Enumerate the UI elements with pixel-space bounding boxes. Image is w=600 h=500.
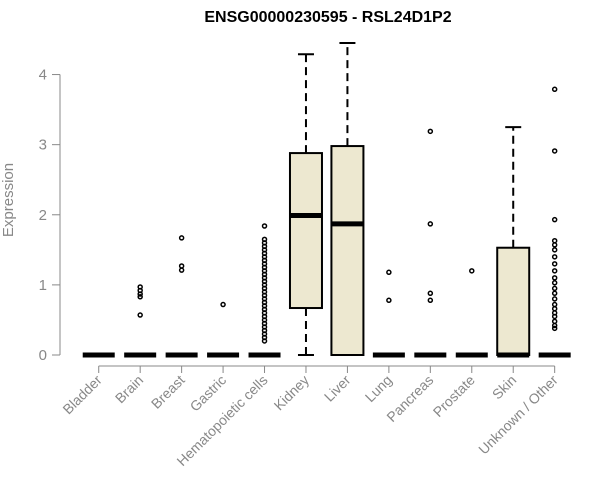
box-lung <box>372 269 405 358</box>
x-tick-label: Kidney <box>271 372 313 414</box>
outlier-point <box>261 223 268 229</box>
y-tick-label: 2 <box>39 207 47 224</box>
outlier-point <box>178 263 185 269</box>
outlier-point <box>551 237 558 244</box>
outlier-point <box>137 284 143 290</box>
x-tick-label: Bladder <box>59 372 105 418</box>
outlier-point <box>551 296 558 302</box>
outlier-point <box>551 247 558 253</box>
outlier-point <box>261 236 268 243</box>
outlier-point <box>551 301 558 308</box>
outlier-point <box>551 310 558 316</box>
outlier-point <box>551 86 558 93</box>
box-skin <box>496 126 531 358</box>
x-tick-label: Unknown / Other <box>475 372 561 458</box>
outlier-point <box>469 268 475 274</box>
x-tick-label: Brain <box>112 372 146 406</box>
x-tick-label: Prostate <box>430 372 478 420</box>
box-iqr <box>496 246 531 356</box>
y-axis: 0 1 2 3 4 <box>39 67 61 364</box>
box-iqr <box>330 145 365 356</box>
box-brain <box>124 284 157 358</box>
box-gastric <box>207 301 240 358</box>
box-iqr <box>288 152 323 310</box>
boxes <box>82 42 571 358</box>
outlier-point <box>551 280 558 286</box>
y-tick-label: 1 <box>39 277 47 294</box>
outlier-point <box>427 290 434 297</box>
outlier-point <box>178 235 185 241</box>
outlier-point <box>427 128 434 135</box>
box-prostate <box>455 268 488 358</box>
x-tick-label: Skin <box>489 372 520 403</box>
outlier-point <box>137 312 143 318</box>
outlier-point <box>551 290 558 297</box>
box-breast <box>165 235 198 358</box>
x-tick-label: Liver <box>321 372 354 405</box>
outlier-point <box>178 267 185 273</box>
outlier-point <box>427 221 434 227</box>
y-tick-label: 3 <box>39 137 47 154</box>
outlier-point <box>551 322 558 329</box>
outlier-point <box>386 269 392 276</box>
outlier-point <box>551 216 558 223</box>
outlier-point <box>386 297 392 304</box>
outlier-point <box>220 301 226 308</box>
outlier-point <box>551 261 558 267</box>
x-tick-label: Breast <box>148 372 188 412</box>
outlier-point <box>427 297 434 304</box>
box-unknown-other <box>538 86 571 358</box>
outlier-point <box>551 285 558 292</box>
x-tick-label: Lung <box>362 372 395 405</box>
outlier-point <box>551 268 558 274</box>
outlier-point <box>551 148 558 154</box>
y-tick-label: 0 <box>39 347 47 364</box>
outlier-point <box>551 275 558 281</box>
box-hematopoietic-cells <box>248 223 281 358</box>
box-pancreas <box>414 128 447 358</box>
outlier-point <box>551 325 558 332</box>
outlier-point <box>137 294 143 300</box>
box-liver <box>330 42 365 356</box>
y-axis-label: Expression <box>0 163 17 237</box>
outlier-point <box>551 318 558 325</box>
outlier-point <box>551 305 558 312</box>
box-kidney <box>288 53 323 356</box>
outlier-point <box>551 254 558 260</box>
chart-title: ENSG00000230595 - RSL24D1P2 <box>204 9 451 26</box>
outlier-point <box>551 242 558 248</box>
y-tick-label: 4 <box>39 67 47 84</box>
